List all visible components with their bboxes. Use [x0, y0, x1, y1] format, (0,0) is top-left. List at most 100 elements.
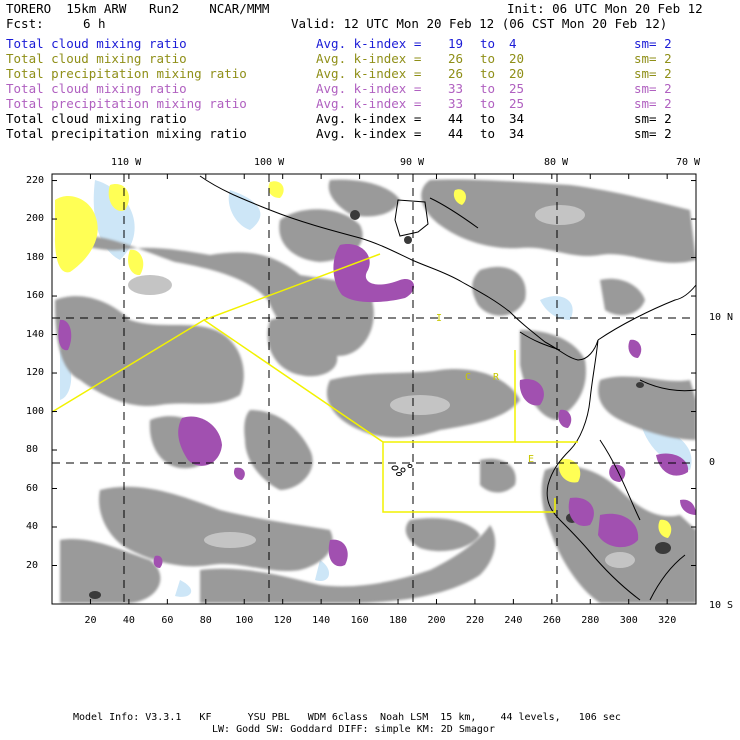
region-label-c: C	[465, 372, 472, 383]
axis-ticks	[52, 174, 696, 604]
legend-smoothing: sm= 2	[634, 66, 672, 81]
legend-row: Total precipitation mixing ratio Avg. k-i…	[6, 67, 736, 81]
legend-kindex-label: Avg. k-index =	[316, 126, 422, 141]
legend-kindex-label: Avg. k-index =	[316, 81, 422, 96]
legend-k-to: 25	[509, 81, 525, 96]
legend-row: Total cloud mixing ratio Avg. k-index = 26…	[6, 52, 736, 66]
forecast-hour: 6 h	[83, 16, 106, 31]
legend-to: to	[480, 36, 496, 51]
plot-title: TORERO 15km ARW Run2 NCAR/MMM	[6, 1, 270, 16]
galapagos-islands	[391, 464, 413, 476]
legend-field-name: Total precipitation mixing ratio	[6, 96, 247, 111]
y-tick-label: 180	[26, 251, 45, 263]
y-tick-label: 200	[26, 213, 45, 225]
legend-smoothing: sm= 2	[634, 81, 672, 96]
legend-field-name: Total cloud mixing ratio	[6, 51, 187, 66]
y-tick-label: 100	[26, 405, 45, 417]
legend-field-name: Total precipitation mixing ratio	[6, 66, 247, 81]
legend-row: Total cloud mixing ratio Avg. k-index = 33…	[6, 82, 736, 96]
region-label-e: E	[528, 454, 535, 465]
init-time: Init: 06 UTC Mon 20 Feb 12	[507, 1, 703, 16]
legend-k-from: 44	[448, 126, 464, 141]
legend-smoothing: sm= 2	[634, 51, 672, 66]
legend-to: to	[480, 51, 496, 66]
legend-smoothing: sm= 2	[634, 96, 672, 111]
legend-row: Total cloud mixing ratio Avg. k-index = 19…	[6, 37, 736, 51]
forecast-label: Fcst:	[6, 16, 44, 31]
x-tick-label: 240	[504, 615, 523, 626]
x-tick-label: 40	[122, 615, 135, 626]
legend-k-to: 34	[509, 111, 525, 126]
legend-k-from: 33	[448, 81, 464, 96]
legend-kindex-label: Avg. k-index =	[316, 111, 422, 126]
x-tick-label: 20	[84, 615, 97, 626]
lat-label-10s: 10 S	[709, 600, 734, 611]
y-tick-label: 40	[26, 521, 39, 532]
lat-label-10n: 10 N	[709, 312, 734, 323]
legend-field-name: Total cloud mixing ratio	[6, 111, 187, 126]
legend-to: to	[480, 81, 496, 96]
moderate-k-cloud-field	[55, 181, 672, 538]
lat-label-eq: 0	[709, 457, 716, 468]
cloud-mixing-light	[128, 205, 635, 568]
lon-label-100w: 100 W	[254, 157, 285, 168]
physics-info: LW: Godd SW: Goddard DIFF: simple KM: 2D…	[212, 724, 495, 735]
legend-row: Total precipitation mixing ratio Avg. k-i…	[6, 97, 736, 111]
legend-kindex-label: Avg. k-index =	[316, 96, 422, 111]
legend-to: to	[480, 66, 496, 81]
map-fields	[55, 179, 696, 603]
lat-lon-grid	[52, 174, 696, 604]
legend-smoothing: sm= 2	[634, 111, 672, 126]
y-tick-label: 120	[26, 367, 45, 379]
x-tick-label: 180	[389, 615, 408, 626]
x-tick-label: 200	[427, 615, 446, 626]
precipitation-mixing-field	[58, 244, 696, 568]
lon-label-110w: 110 W	[111, 157, 142, 168]
valid-time: Valid: 12 UTC Mon 20 Feb 12 (06 CST Mon …	[291, 16, 668, 31]
y-tick-label: 220	[26, 174, 45, 186]
legend-k-from: 19	[448, 36, 464, 51]
x-tick-label: 320	[658, 615, 677, 626]
legend-to: to	[480, 126, 496, 141]
legend-kindex-label: Avg. k-index =	[316, 36, 422, 51]
model-info: Model Info: V3.3.1 KF YSU PBL WDM 6class…	[73, 712, 621, 723]
coastlines	[199, 175, 697, 601]
x-tick-label: 140	[312, 615, 331, 626]
lon-label-80w: 80 W	[544, 157, 569, 168]
x-tick-label: 260	[542, 615, 561, 626]
x-tick-label: 100	[235, 615, 254, 626]
x-tick-label: 80	[199, 615, 212, 626]
legend-k-from: 26	[448, 66, 464, 81]
legend-row: Total cloud mixing ratio Avg. k-index = 44…	[6, 112, 736, 126]
y-tick-label: 140	[26, 328, 45, 340]
lon-label-90w: 90 W	[400, 157, 425, 168]
legend-kindex-label: Avg. k-index =	[316, 66, 422, 81]
legend-row: Total precipitation mixing ratio Avg. k-i…	[6, 127, 736, 141]
x-tick-label: 220	[465, 615, 484, 626]
map-frame	[51, 173, 697, 605]
legend-to: to	[480, 96, 496, 111]
legend-field-name: Total precipitation mixing ratio	[6, 126, 247, 141]
legend-k-to: 25	[509, 96, 525, 111]
y-tick-label: 160	[26, 290, 45, 302]
legend-to: to	[480, 111, 496, 126]
legend-k-from: 44	[448, 111, 464, 126]
legend-smoothing: sm= 2	[634, 126, 672, 141]
legend-k-to: 20	[509, 51, 525, 66]
legend-k-from: 33	[448, 96, 464, 111]
legend-k-to: 20	[509, 66, 525, 81]
analysis-boxes	[51, 253, 578, 513]
legend-field-name: Total cloud mixing ratio	[6, 81, 187, 96]
x-tick-label: 60	[161, 615, 174, 626]
legend-k-to: 34	[509, 126, 525, 141]
x-tick-label: 160	[350, 615, 369, 626]
legend-k-to: 4	[509, 36, 517, 51]
x-tick-label: 300	[619, 615, 638, 626]
y-tick-label: 20	[26, 559, 39, 571]
y-tick-label: 80	[26, 444, 39, 456]
region-label-r: R	[493, 372, 500, 383]
region-label-i: I	[436, 313, 443, 324]
legend-smoothing: sm= 2	[634, 36, 672, 51]
legend-field-name: Total cloud mixing ratio	[6, 36, 187, 51]
